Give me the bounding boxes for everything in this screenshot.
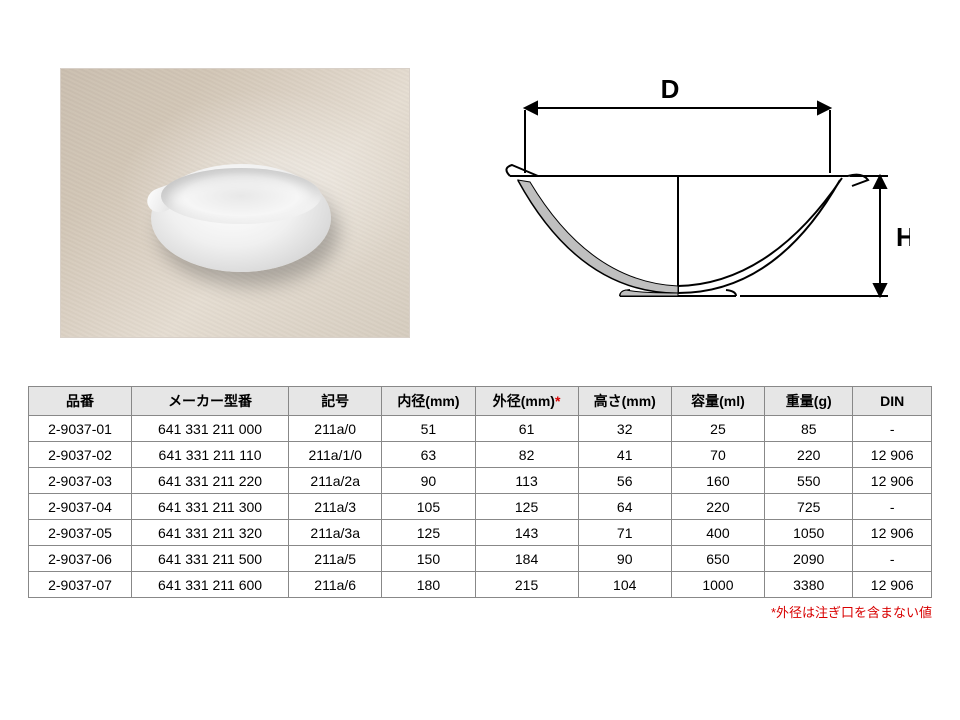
- table-cell: 725: [765, 494, 853, 520]
- table-cell: 2-9037-05: [29, 520, 132, 546]
- label-h: H: [896, 222, 910, 252]
- product-photo: [60, 68, 410, 338]
- column-header: 外径(mm)*: [475, 387, 578, 416]
- column-header: 品番: [29, 387, 132, 416]
- table-header-row: 品番メーカー型番記号内径(mm)外径(mm)*高さ(mm)容量(ml)重量(g)…: [29, 387, 932, 416]
- table-row: 2-9037-06641 331 211 500211a/51501849065…: [29, 546, 932, 572]
- table-cell: 12 906: [853, 442, 932, 468]
- table-row: 2-9037-02641 331 211 110211a/1/063824170…: [29, 442, 932, 468]
- table-cell: 641 331 211 500: [132, 546, 289, 572]
- table-cell: 41: [578, 442, 671, 468]
- table-cell: 125: [382, 520, 475, 546]
- column-header: 高さ(mm): [578, 387, 671, 416]
- table-cell: 2-9037-07: [29, 572, 132, 598]
- table-cell: 61: [475, 416, 578, 442]
- table-cell: 143: [475, 520, 578, 546]
- table-cell: 550: [765, 468, 853, 494]
- table-cell: 1050: [765, 520, 853, 546]
- table-cell: 211a/3: [289, 494, 382, 520]
- table-cell: 211a/3a: [289, 520, 382, 546]
- table-cell: 2-9037-01: [29, 416, 132, 442]
- table-cell: 2-9037-04: [29, 494, 132, 520]
- table-cell: 2090: [765, 546, 853, 572]
- table-cell: 2-9037-02: [29, 442, 132, 468]
- table-cell: 82: [475, 442, 578, 468]
- table-cell: 150: [382, 546, 475, 572]
- table-cell: 641 331 211 110: [132, 442, 289, 468]
- table-cell: 56: [578, 468, 671, 494]
- table-cell: -: [853, 546, 932, 572]
- table-cell: 641 331 211 600: [132, 572, 289, 598]
- table-cell: 641 331 211 000: [132, 416, 289, 442]
- table-cell: 105: [382, 494, 475, 520]
- dimension-diagram: D: [470, 68, 910, 328]
- table-cell: 400: [671, 520, 764, 546]
- table-cell: 180: [382, 572, 475, 598]
- table-cell: 160: [671, 468, 764, 494]
- table-cell: 25: [671, 416, 764, 442]
- table-cell: -: [853, 494, 932, 520]
- table-cell: 211a/5: [289, 546, 382, 572]
- table-cell: 211a/2a: [289, 468, 382, 494]
- table-cell: 104: [578, 572, 671, 598]
- top-section: D: [0, 0, 960, 338]
- column-header: 記号: [289, 387, 382, 416]
- column-header: 内径(mm): [382, 387, 475, 416]
- table-cell: 32: [578, 416, 671, 442]
- table-cell: 641 331 211 320: [132, 520, 289, 546]
- table-cell: 12 906: [853, 572, 932, 598]
- label-d: D: [661, 74, 680, 104]
- column-header: DIN: [853, 387, 932, 416]
- table-cell: 12 906: [853, 468, 932, 494]
- table-row: 2-9037-01641 331 211 000211a/05161322585…: [29, 416, 932, 442]
- table-cell: 113: [475, 468, 578, 494]
- table-cell: 215: [475, 572, 578, 598]
- table-row: 2-9037-07641 331 211 600211a/61802151041…: [29, 572, 932, 598]
- table-cell: 641 331 211 300: [132, 494, 289, 520]
- table-cell: 211a/1/0: [289, 442, 382, 468]
- table-cell: 650: [671, 546, 764, 572]
- table-cell: 71: [578, 520, 671, 546]
- table-row: 2-9037-05641 331 211 320211a/3a125143714…: [29, 520, 932, 546]
- table-cell: 63: [382, 442, 475, 468]
- table-cell: 64: [578, 494, 671, 520]
- column-header: メーカー型番: [132, 387, 289, 416]
- table-cell: 211a/6: [289, 572, 382, 598]
- table-row: 2-9037-04641 331 211 300211a/31051256422…: [29, 494, 932, 520]
- table-cell: 211a/0: [289, 416, 382, 442]
- table-cell: 2-9037-03: [29, 468, 132, 494]
- table-cell: 125: [475, 494, 578, 520]
- spec-table: 品番メーカー型番記号内径(mm)外径(mm)*高さ(mm)容量(ml)重量(g)…: [28, 386, 932, 598]
- table-cell: 220: [671, 494, 764, 520]
- table-row: 2-9037-03641 331 211 220211a/2a901135616…: [29, 468, 932, 494]
- table-cell: 90: [382, 468, 475, 494]
- table-cell: 51: [382, 416, 475, 442]
- table-cell: 220: [765, 442, 853, 468]
- table-cell: -: [853, 416, 932, 442]
- table-cell: 85: [765, 416, 853, 442]
- column-header: 容量(ml): [671, 387, 764, 416]
- spec-table-container: 品番メーカー型番記号内径(mm)外径(mm)*高さ(mm)容量(ml)重量(g)…: [0, 338, 960, 598]
- table-cell: 1000: [671, 572, 764, 598]
- asterisk: *: [555, 393, 560, 409]
- column-header: 重量(g): [765, 387, 853, 416]
- table-cell: 2-9037-06: [29, 546, 132, 572]
- table-body: 2-9037-01641 331 211 000211a/05161322585…: [29, 416, 932, 598]
- table-cell: 70: [671, 442, 764, 468]
- table-cell: 184: [475, 546, 578, 572]
- table-cell: 12 906: [853, 520, 932, 546]
- table-cell: 90: [578, 546, 671, 572]
- footnote: *外径は注ぎ口を含まない値: [0, 598, 960, 621]
- table-cell: 641 331 211 220: [132, 468, 289, 494]
- table-cell: 3380: [765, 572, 853, 598]
